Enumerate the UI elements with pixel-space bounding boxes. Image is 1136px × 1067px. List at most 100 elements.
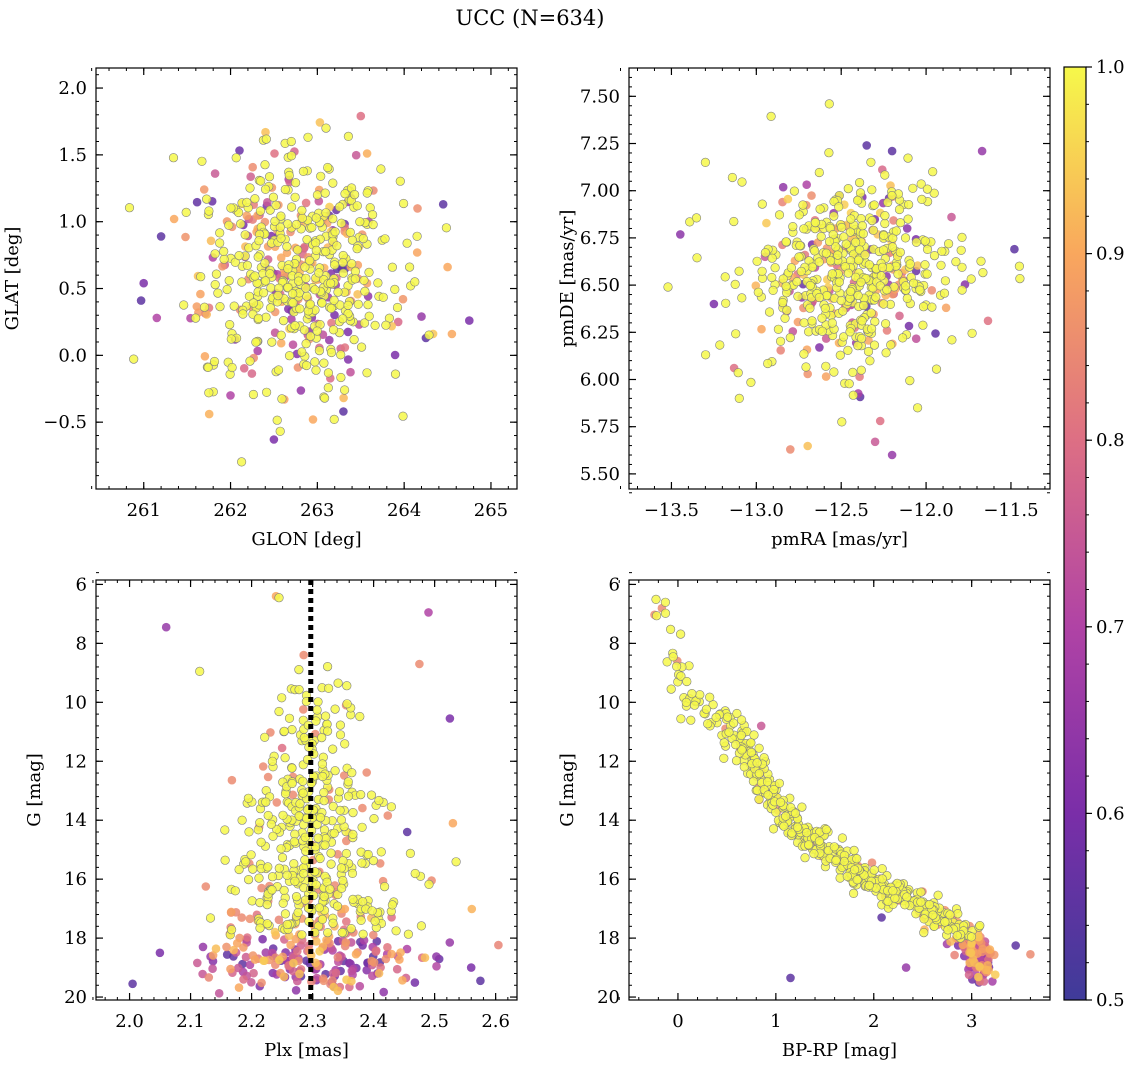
data-point <box>267 756 278 766</box>
data-point <box>136 296 146 305</box>
data-point <box>927 302 937 312</box>
scatter-points <box>124 111 474 467</box>
x-tick-label: 265 <box>474 500 508 521</box>
data-point <box>815 343 824 352</box>
data-point <box>737 177 747 187</box>
data-point <box>342 699 352 709</box>
data-point <box>786 263 797 273</box>
data-point <box>340 343 350 352</box>
data-point <box>215 302 225 312</box>
data-point <box>856 277 866 287</box>
data-point <box>895 218 906 228</box>
data-point <box>792 822 803 832</box>
data-point <box>257 978 266 988</box>
data-point <box>729 216 739 227</box>
data-point <box>283 282 293 293</box>
data-point <box>299 650 309 660</box>
data-point <box>957 232 967 242</box>
data-point <box>240 230 250 240</box>
data-point <box>315 853 325 864</box>
data-point <box>288 298 298 308</box>
data-point <box>255 923 265 933</box>
data-point <box>199 185 209 194</box>
data-point <box>225 320 235 330</box>
data-point <box>338 258 348 268</box>
data-point <box>848 390 858 400</box>
data-point <box>967 328 977 338</box>
data-point <box>376 164 386 174</box>
data-point <box>343 791 354 801</box>
data-point <box>293 245 303 255</box>
data-point <box>271 200 281 210</box>
data-point <box>877 913 886 922</box>
data-point <box>258 762 268 771</box>
data-point <box>445 714 455 723</box>
data-point <box>263 862 273 872</box>
data-point <box>867 185 877 195</box>
data-point <box>860 250 870 260</box>
y-tick-label: 16 <box>64 869 87 890</box>
data-point <box>338 268 348 278</box>
data-point <box>266 819 276 829</box>
ticks: 2.0 2.1 2.2 2.3 2.4 2.5 2.6 6 8 10 12 14 16 18 20 <box>64 572 517 1032</box>
data-point <box>978 268 988 278</box>
data-point <box>321 711 331 721</box>
data-point <box>276 233 286 243</box>
data-point <box>731 756 742 766</box>
data-point <box>283 264 293 274</box>
data-point <box>660 608 671 618</box>
data-point <box>424 608 433 617</box>
data-point <box>197 156 207 166</box>
x-axis-label: pmRA [mas/yr] <box>771 529 908 550</box>
data-point <box>405 848 416 859</box>
data-point <box>966 948 976 958</box>
data-point <box>245 183 255 193</box>
data-point <box>889 216 898 225</box>
y-tick-label: 6 <box>76 574 87 595</box>
data-point <box>282 870 292 880</box>
y-axis-label: GLAT [deg] <box>2 227 23 331</box>
data-point <box>227 925 237 935</box>
data-point <box>321 123 331 133</box>
data-point <box>854 178 865 188</box>
data-point <box>883 197 893 207</box>
data-point <box>753 287 763 297</box>
data-point <box>218 262 227 271</box>
data-point <box>202 310 211 319</box>
data-point <box>857 316 867 326</box>
data-point <box>274 706 284 717</box>
data-point <box>662 657 672 667</box>
y-tick-label: 7.25 <box>580 134 620 155</box>
data-point <box>308 415 318 424</box>
data-point <box>424 330 434 340</box>
data-point <box>287 202 297 212</box>
data-point <box>381 320 391 330</box>
data-point <box>666 684 676 694</box>
data-point <box>268 192 279 202</box>
data-point <box>328 801 338 812</box>
data-point <box>928 167 938 177</box>
data-point <box>319 358 329 368</box>
data-point <box>877 262 888 272</box>
data-point <box>412 248 422 257</box>
data-point <box>353 290 362 299</box>
colorbar-tick-label: 0.9 <box>1096 244 1125 265</box>
data-point <box>226 334 236 344</box>
data-point <box>274 863 284 873</box>
data-point <box>814 257 824 267</box>
x-tick-label: 1 <box>770 1011 781 1032</box>
data-point <box>950 950 959 960</box>
data-point <box>904 321 914 331</box>
data-point <box>754 794 764 804</box>
data-point <box>277 743 287 753</box>
data-point <box>869 865 879 875</box>
data-point <box>786 973 795 983</box>
data-point <box>298 788 308 798</box>
data-point <box>356 111 366 121</box>
axes-frame <box>628 579 1051 1001</box>
data-point <box>865 356 875 366</box>
data-point <box>392 964 402 974</box>
data-point <box>870 437 880 447</box>
data-point <box>451 857 461 867</box>
data-point <box>226 964 235 974</box>
